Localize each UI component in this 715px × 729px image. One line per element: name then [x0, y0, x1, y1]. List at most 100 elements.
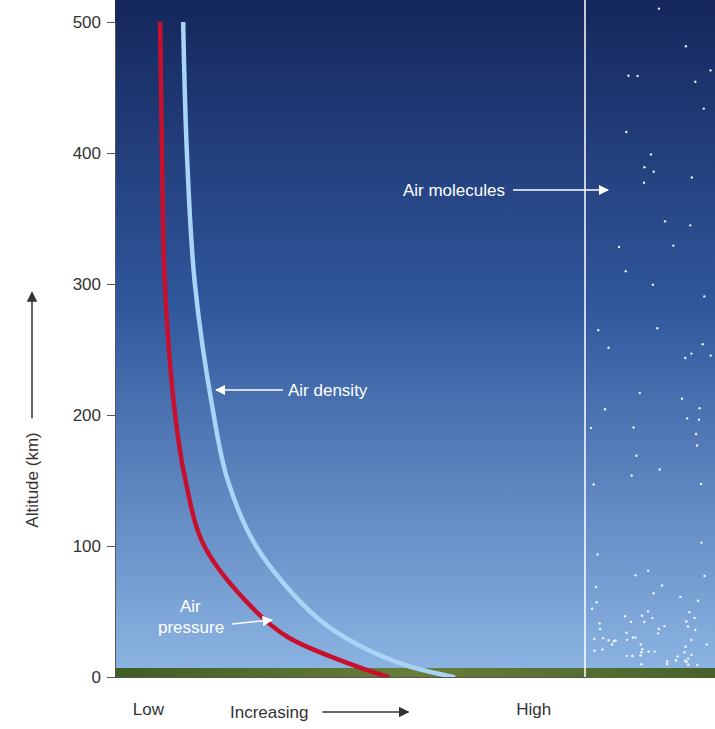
air-molecule: [697, 600, 699, 602]
air-molecule: [693, 617, 695, 619]
air-molecule: [695, 433, 697, 435]
air-molecule: [592, 483, 594, 485]
x-tick: Low: [133, 677, 165, 719]
air-molecule: [643, 181, 645, 183]
y-tick-label: 400: [73, 144, 101, 163]
air-molecule: [687, 657, 689, 659]
air-molecule: [634, 636, 636, 638]
air-molecule: [595, 601, 597, 603]
y-axis: 0 100 200 300 400 500: [73, 13, 116, 687]
air-molecule: [710, 354, 712, 356]
air-molecule: [681, 397, 683, 399]
air-molecule: [684, 646, 686, 648]
air-molecule: [611, 643, 613, 645]
air-molecule: [630, 621, 632, 623]
y-tick-label: 200: [73, 406, 101, 425]
air-molecule: [647, 610, 649, 612]
x-title-arrow: [322, 711, 408, 713]
y-tick: 100: [73, 537, 115, 556]
air-molecule: [598, 622, 600, 624]
air-molecule: [627, 75, 629, 77]
air-molecule: [593, 649, 595, 651]
air-molecule: [686, 417, 688, 419]
y-tick-label: 100: [73, 537, 101, 556]
air-molecule: [640, 643, 642, 645]
y-axis-title: Altitude (km): [23, 432, 42, 527]
air-molecule: [631, 655, 633, 657]
air-molecule: [696, 444, 698, 446]
chart: 0 100 200 300 400 500 Low High Increasing Altitud…: [0, 0, 715, 729]
y-tick-mark: [107, 677, 115, 678]
air-molecule: [661, 584, 663, 586]
air-molecule: [639, 654, 641, 656]
air-molecule: [593, 638, 595, 640]
air-molecule: [624, 615, 626, 617]
air-molecule: [643, 621, 645, 623]
sky-background: [115, 0, 715, 677]
air-molecule: [687, 625, 689, 627]
air-molecule: [696, 664, 698, 666]
air-molecule: [689, 224, 691, 226]
series-line: [160, 22, 387, 677]
series-label: Airpressure: [158, 597, 224, 637]
air-molecule: [601, 648, 603, 650]
annotation: Air molecules: [403, 181, 505, 200]
y-tick-mark: [107, 153, 115, 154]
air-molecule: [685, 620, 687, 622]
air-molecule: [607, 639, 609, 641]
x-axis-title: Increasing: [230, 703, 308, 722]
air-molecule: [625, 270, 627, 272]
air-molecule: [664, 220, 666, 222]
y-tick-mark: [107, 22, 115, 23]
air-molecule: [666, 660, 668, 662]
air-molecule: [647, 650, 649, 652]
plot-area: [160, 22, 453, 677]
air-molecule: [618, 246, 620, 248]
y-tick-label: 300: [73, 275, 101, 294]
air-molecule: [690, 352, 692, 354]
air-molecule: [636, 75, 638, 77]
x-axis-line: [116, 677, 586, 678]
y-tick: 0: [92, 668, 115, 687]
y-axis-line: [107, 23, 116, 678]
air-molecule: [626, 639, 628, 641]
air-molecule: [679, 596, 681, 598]
air-molecules-panel: [590, 7, 712, 666]
air-molecule: [698, 418, 700, 420]
air-molecule: [635, 455, 637, 457]
y-tick: 200: [73, 406, 115, 425]
x-tick-label: Low: [133, 700, 165, 719]
label-arrow: [232, 620, 272, 624]
air-molecule: [703, 107, 705, 109]
air-molecule: [652, 171, 654, 173]
air-molecule: [703, 575, 705, 577]
annotation-arrow: [513, 189, 608, 191]
air-molecule: [691, 176, 693, 178]
air-molecule: [676, 655, 678, 657]
air-molecule: [596, 553, 598, 555]
y-tick-label: 500: [73, 13, 101, 32]
y-tick: 400: [73, 144, 115, 163]
air-molecule: [709, 69, 711, 71]
air-molecule: [653, 650, 655, 652]
air-molecule: [690, 654, 692, 656]
x-tick: High: [516, 677, 551, 719]
air-molecule: [602, 637, 604, 639]
air-molecule: [641, 615, 643, 617]
air-molecule: [683, 651, 685, 653]
air-molecule: [625, 632, 627, 634]
series-line: [183, 22, 453, 677]
x-axis: Low High: [116, 677, 586, 719]
air-molecule: [658, 7, 660, 9]
air-molecule: [666, 663, 668, 665]
air-molecule: [640, 651, 642, 653]
air-molecule: [607, 346, 609, 348]
y-tick-mark: [107, 546, 115, 547]
air-molecule: [658, 628, 660, 630]
air-molecule: [694, 81, 696, 83]
air-molecule: [688, 611, 690, 613]
air-molecule: [595, 586, 597, 588]
air-molecule: [632, 636, 634, 638]
air-molecule: [650, 153, 652, 155]
air-molecule: [591, 607, 593, 609]
